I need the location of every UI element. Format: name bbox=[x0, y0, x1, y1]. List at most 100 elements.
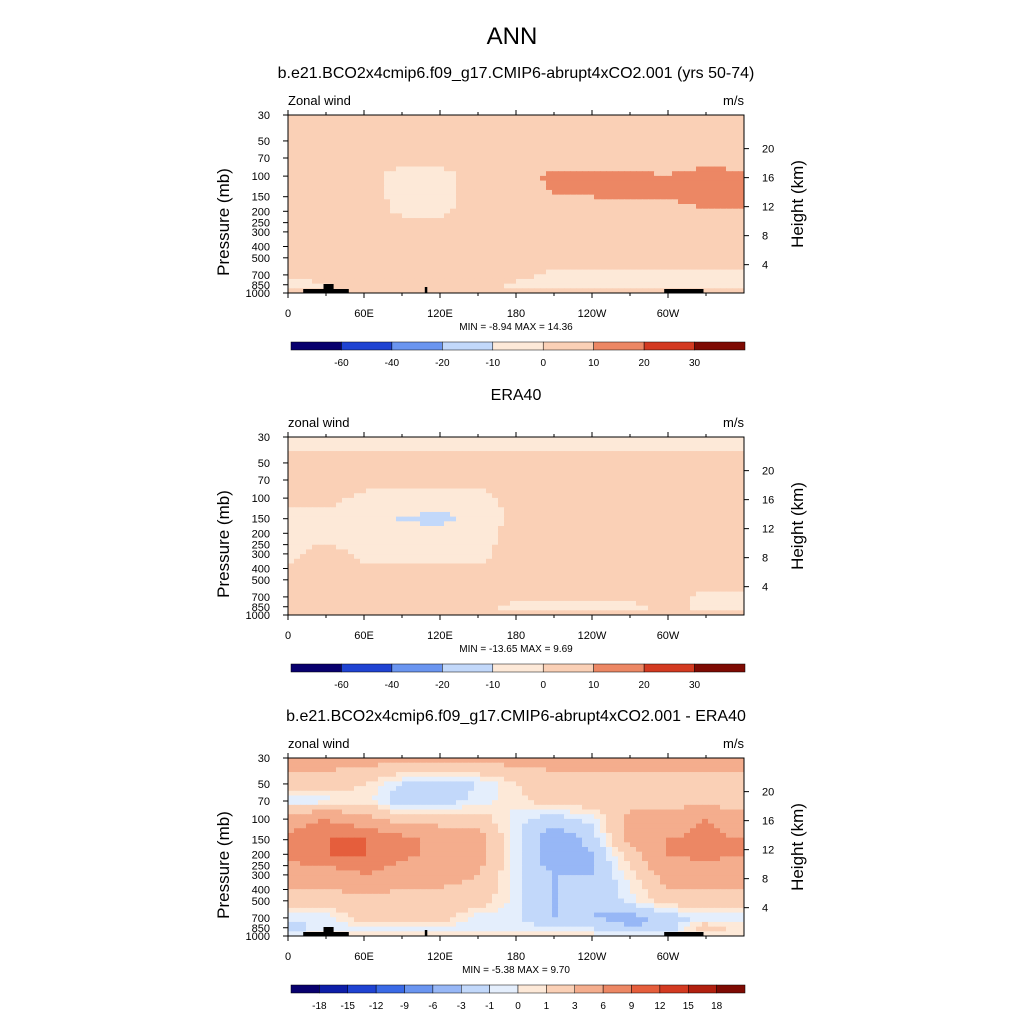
field-cell bbox=[390, 507, 397, 513]
field-cell bbox=[576, 516, 583, 522]
field-cell bbox=[684, 451, 691, 457]
field-cell bbox=[504, 208, 511, 214]
field-cell bbox=[690, 157, 697, 163]
field-cell bbox=[678, 274, 685, 280]
field-cell bbox=[618, 222, 625, 229]
field-cell bbox=[444, 502, 451, 508]
field-cell bbox=[720, 236, 727, 243]
field-cell bbox=[354, 189, 361, 196]
field-cell bbox=[732, 455, 739, 462]
field-cell bbox=[432, 133, 439, 140]
field-cell bbox=[408, 194, 415, 200]
field-cell bbox=[510, 124, 517, 130]
field-cell bbox=[396, 232, 403, 238]
field-cell bbox=[438, 283, 445, 289]
field-cell bbox=[486, 232, 493, 238]
field-cell bbox=[378, 549, 385, 555]
field-cell bbox=[462, 213, 469, 219]
field-cell bbox=[678, 540, 685, 546]
field-cell bbox=[468, 115, 475, 121]
field-cell bbox=[522, 204, 529, 210]
field-cell bbox=[414, 521, 421, 527]
field-cell bbox=[426, 483, 433, 490]
field-cell bbox=[696, 246, 703, 252]
field-cell bbox=[666, 540, 673, 546]
field-cell bbox=[600, 138, 607, 144]
field-cell bbox=[294, 138, 301, 144]
field-cell bbox=[660, 446, 667, 452]
field-cell bbox=[582, 521, 589, 527]
field-cell bbox=[486, 161, 493, 168]
field-cell bbox=[630, 255, 637, 261]
field-cell bbox=[336, 554, 343, 560]
field-cell bbox=[468, 278, 475, 285]
field-cell bbox=[396, 255, 403, 261]
field-cell bbox=[510, 451, 517, 457]
field-cell bbox=[552, 227, 559, 233]
field-cell bbox=[672, 511, 679, 518]
field-cell bbox=[672, 269, 679, 275]
field-cell bbox=[642, 147, 649, 154]
field-cell bbox=[318, 460, 325, 466]
field-cell bbox=[600, 544, 607, 551]
field-cell bbox=[354, 199, 361, 205]
field-cell bbox=[354, 465, 361, 471]
field-cell bbox=[558, 218, 565, 224]
field-cell bbox=[330, 483, 337, 490]
field-cell bbox=[666, 483, 673, 490]
field-cell bbox=[390, 189, 397, 196]
field-cell bbox=[690, 497, 697, 504]
field-cell bbox=[624, 236, 631, 243]
field-cell bbox=[534, 147, 541, 154]
field-cell bbox=[396, 185, 403, 191]
field-cell bbox=[642, 278, 649, 285]
field-cell bbox=[642, 189, 649, 196]
field-cell bbox=[696, 180, 703, 186]
field-cell bbox=[726, 549, 733, 555]
field-cell bbox=[378, 516, 385, 522]
field-cell bbox=[510, 526, 517, 532]
field-cell bbox=[732, 222, 739, 229]
field-cell bbox=[570, 479, 577, 485]
field-cell bbox=[624, 554, 631, 560]
field-cell bbox=[462, 446, 469, 452]
field-cell bbox=[594, 157, 601, 163]
field-cell bbox=[342, 483, 349, 490]
field-cell bbox=[600, 516, 607, 522]
field-cell bbox=[504, 497, 511, 504]
field-cell bbox=[288, 526, 295, 532]
field-cell bbox=[618, 171, 625, 177]
field-cell bbox=[408, 185, 415, 191]
field-cell bbox=[432, 143, 439, 149]
field-cell bbox=[480, 161, 487, 168]
field-cell bbox=[528, 483, 535, 490]
field-cell bbox=[390, 115, 397, 121]
field-cell bbox=[408, 208, 415, 214]
field-cell bbox=[396, 152, 403, 158]
field-cell bbox=[408, 143, 415, 149]
field-cell bbox=[312, 189, 319, 196]
field-cell bbox=[468, 446, 475, 452]
field-cell bbox=[702, 544, 709, 551]
field-cell bbox=[588, 264, 595, 271]
field-cell bbox=[504, 269, 511, 275]
field-cell bbox=[666, 469, 673, 476]
field-cell bbox=[486, 455, 493, 462]
field-cell bbox=[498, 199, 505, 205]
field-cell bbox=[462, 185, 469, 191]
field-cell bbox=[360, 488, 367, 494]
field-cell bbox=[312, 260, 319, 266]
field-cell bbox=[510, 129, 517, 135]
field-cell bbox=[594, 147, 601, 154]
field-cell bbox=[414, 175, 421, 182]
field-cell bbox=[498, 255, 505, 261]
field-cell bbox=[288, 194, 295, 200]
field-cell bbox=[648, 465, 655, 471]
field-cell bbox=[498, 241, 505, 247]
colorbar-swatch bbox=[391, 341, 443, 351]
field-cell bbox=[612, 465, 619, 471]
field-cell bbox=[360, 147, 367, 154]
field-cell bbox=[402, 540, 409, 546]
field-cell bbox=[318, 222, 325, 229]
field-cell bbox=[672, 437, 679, 443]
